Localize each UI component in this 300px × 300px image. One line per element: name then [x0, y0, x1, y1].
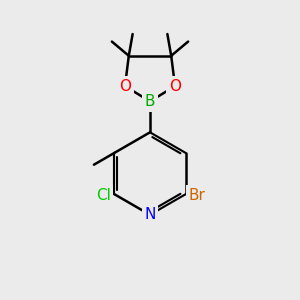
Text: B: B: [145, 94, 155, 109]
Text: N: N: [144, 207, 156, 222]
Text: Br: Br: [188, 188, 205, 203]
Text: Cl: Cl: [96, 188, 110, 203]
Text: O: O: [169, 79, 181, 94]
Text: O: O: [119, 79, 131, 94]
